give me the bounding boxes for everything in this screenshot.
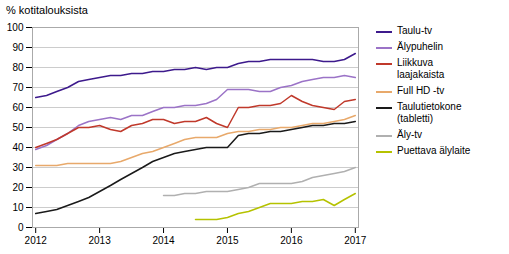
svg-text:10: 10 — [12, 202, 24, 213]
svg-text:2015: 2015 — [216, 235, 239, 246]
svg-text:50: 50 — [12, 122, 24, 133]
svg-text:80: 80 — [12, 62, 24, 73]
svg-text:70: 70 — [12, 82, 24, 93]
svg-text:2017: 2017 — [344, 235, 367, 246]
svg-text:0: 0 — [18, 222, 24, 233]
svg-text:100: 100 — [7, 22, 24, 33]
svg-text:40: 40 — [12, 142, 24, 153]
svg-text:2014: 2014 — [152, 235, 175, 246]
svg-text:20: 20 — [12, 182, 24, 193]
svg-text:30: 30 — [12, 162, 24, 173]
html-text:Liikkuva laajakaista: Liikkuva laajakaista — [397, 57, 445, 80]
svg-text:2016: 2016 — [280, 235, 303, 246]
html-text:Älypuhelin: Älypuhelin — [397, 41, 444, 52]
html-text:Puettava älylaite: Puettava älylaite — [397, 145, 471, 156]
html-text:Äly-tv: Äly-tv — [397, 129, 422, 140]
svg-text:2013: 2013 — [88, 235, 111, 246]
svg-text:2012: 2012 — [25, 235, 48, 246]
svg-text:60: 60 — [12, 102, 24, 113]
svg-text:90: 90 — [12, 42, 24, 53]
html-text:Taulutietokone (tabletti): Taulutietokone (tabletti) — [397, 101, 462, 124]
html-text:% kotitalouksista: % kotitalouksista — [6, 4, 88, 16]
html-text:Taulu-tv: Taulu-tv — [397, 25, 432, 36]
html-text:Full HD -tv: Full HD -tv — [397, 85, 445, 96]
